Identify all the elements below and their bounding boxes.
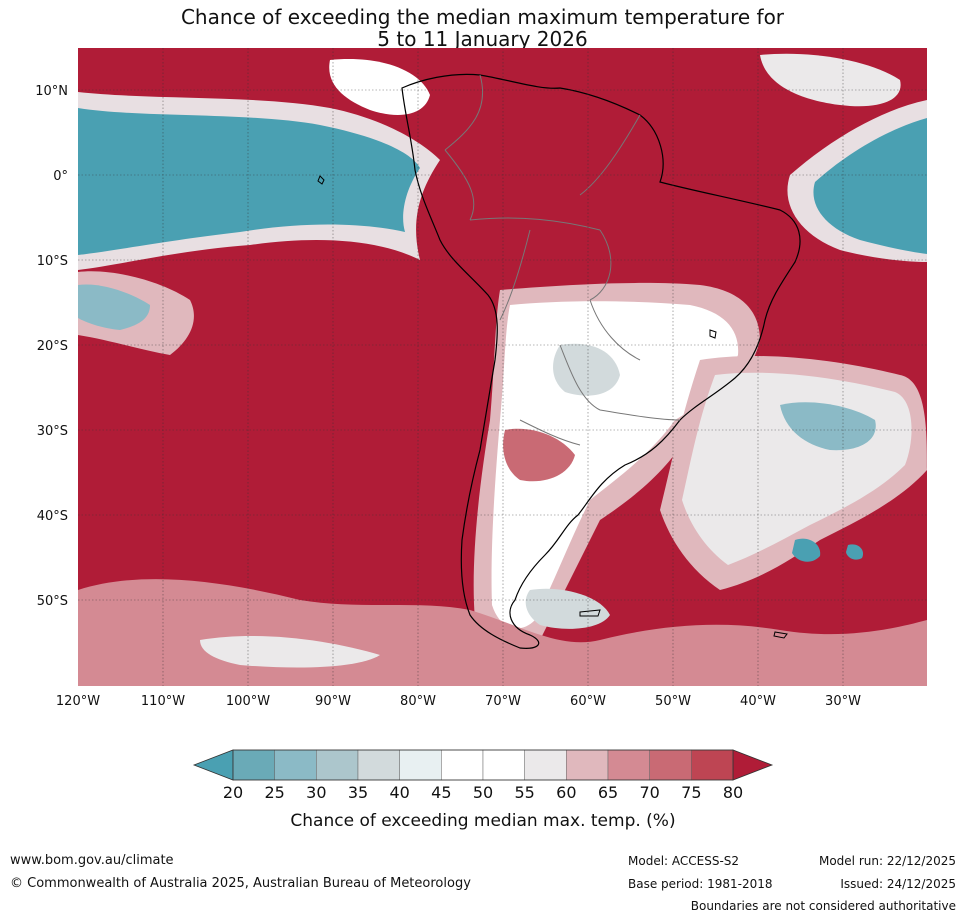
lat-label-10n: 10°N xyxy=(35,84,68,99)
footer-website[interactable]: www.bom.gov.au/climate xyxy=(10,853,174,868)
colorbar-low-arrow xyxy=(192,749,234,781)
colorbar-tick-label: 40 xyxy=(389,783,409,802)
pacific-cool-tongue xyxy=(78,284,150,330)
map-title-line-1: Chance of exceeding the median maximum t… xyxy=(180,5,785,29)
colorbar-cell xyxy=(607,749,650,781)
colorbar-cell xyxy=(274,749,317,781)
colorbar-cells xyxy=(232,749,734,781)
central-south-america-cool-spot xyxy=(553,343,620,396)
colorbar-ticks: 20 25 30 35 40 45 50 55 60 65 70 75 80 xyxy=(223,783,743,802)
lat-label-50s: 50°S xyxy=(37,594,68,609)
lon-label-100w: 100°W xyxy=(226,694,270,709)
south-atlantic-cool-patch xyxy=(780,402,876,451)
lat-label-20s: 20°S xyxy=(37,339,68,354)
latitude-labels: 10°N 0° 10°S 20°S 30°S 40°S 50°S xyxy=(35,84,68,609)
footer-base-period: Base period: 1981-2018 xyxy=(628,877,773,891)
map-title-line-2: 5 to 11 January 2026 xyxy=(377,27,588,51)
lat-label-30s: 30°S xyxy=(37,424,68,439)
colorbar-tick-label: 25 xyxy=(264,783,284,802)
argentina-warm-spot xyxy=(503,428,575,482)
colorbar-cell xyxy=(566,749,609,781)
central-south-america-neutral xyxy=(491,301,739,629)
lon-label-30w: 30°W xyxy=(825,694,861,709)
colorbar-tick-label: 20 xyxy=(223,783,243,802)
colorbar-high-arrow xyxy=(732,749,774,781)
colorbar-cell xyxy=(691,749,734,781)
south-atlantic-cool-spot-a xyxy=(792,538,821,562)
country-borders xyxy=(444,74,681,446)
colorbar-tick-label: 30 xyxy=(306,783,326,802)
colorbar-frame xyxy=(232,749,734,781)
south-america-outline xyxy=(401,73,801,649)
islands xyxy=(317,175,788,639)
caribbean-neutral-patch xyxy=(329,59,430,115)
lon-label-70w: 70°W xyxy=(485,694,521,709)
colorbar-title: Chance of exceeding median max. temp. (%… xyxy=(290,811,675,831)
colorbar-cell xyxy=(399,749,442,781)
lon-label-60w: 60°W xyxy=(570,694,606,709)
colorbar-tick-label: 55 xyxy=(514,783,534,802)
patagonia-cool-spot xyxy=(525,588,610,629)
lon-label-110w: 110°W xyxy=(141,694,185,709)
lat-label-10s: 10°S xyxy=(37,254,68,269)
longitude-labels: 120°W 110°W 100°W 90°W 80°W 70°W 60°W 50… xyxy=(56,694,861,709)
colorbar-tick-label: 80 xyxy=(723,783,743,802)
footer-copyright: © Commonwealth of Australia 2025, Austra… xyxy=(10,876,471,891)
pacific-cool-band xyxy=(78,108,420,255)
colorbar-tick-label: 35 xyxy=(348,783,368,802)
footer-issued: Issued: 24/12/2025 xyxy=(840,877,956,891)
colorbar-tick-label: 60 xyxy=(556,783,576,802)
colorbar-tick-label: 70 xyxy=(639,783,659,802)
atlantic-cool-patch xyxy=(813,118,927,254)
colorbar-cell xyxy=(441,749,484,781)
lon-label-90w: 90°W xyxy=(315,694,351,709)
colorbar-tick-label: 65 xyxy=(598,783,618,802)
lon-label-50w: 50°W xyxy=(655,694,691,709)
gridlines xyxy=(78,48,927,686)
colorbar-cell xyxy=(524,749,567,781)
footer-model-run: Model run: 22/12/2025 xyxy=(818,854,956,868)
lon-label-120w: 120°W xyxy=(56,694,100,709)
colorbar-cell xyxy=(482,749,525,781)
footer-disclaimer: Boundaries are not considered authoritat… xyxy=(690,899,956,913)
colorbar-cell xyxy=(649,749,692,781)
south-atlantic-cool-spot-b xyxy=(846,544,864,560)
map-area xyxy=(78,48,927,686)
lon-label-80w: 80°W xyxy=(400,694,436,709)
lat-label-40s: 40°S xyxy=(37,509,68,524)
colorbar-cell xyxy=(316,749,359,781)
colorbar: 20 25 30 35 40 45 50 55 60 65 70 75 80 Chance of exc… xyxy=(192,749,774,831)
southern-ocean-neutral-streak xyxy=(200,635,380,668)
colorbar-tick-label: 50 xyxy=(473,783,493,802)
colorbar-tick-label: 75 xyxy=(681,783,701,802)
footer-model: Model: ACCESS-S2 xyxy=(628,854,740,868)
north-atlantic-neutral-patch xyxy=(760,53,901,107)
colorbar-cell xyxy=(232,749,275,781)
lon-label-40w: 40°W xyxy=(740,694,776,709)
lat-label-0: 0° xyxy=(53,169,68,184)
colorbar-cell xyxy=(357,749,400,781)
colorbar-tick-label: 45 xyxy=(431,783,451,802)
